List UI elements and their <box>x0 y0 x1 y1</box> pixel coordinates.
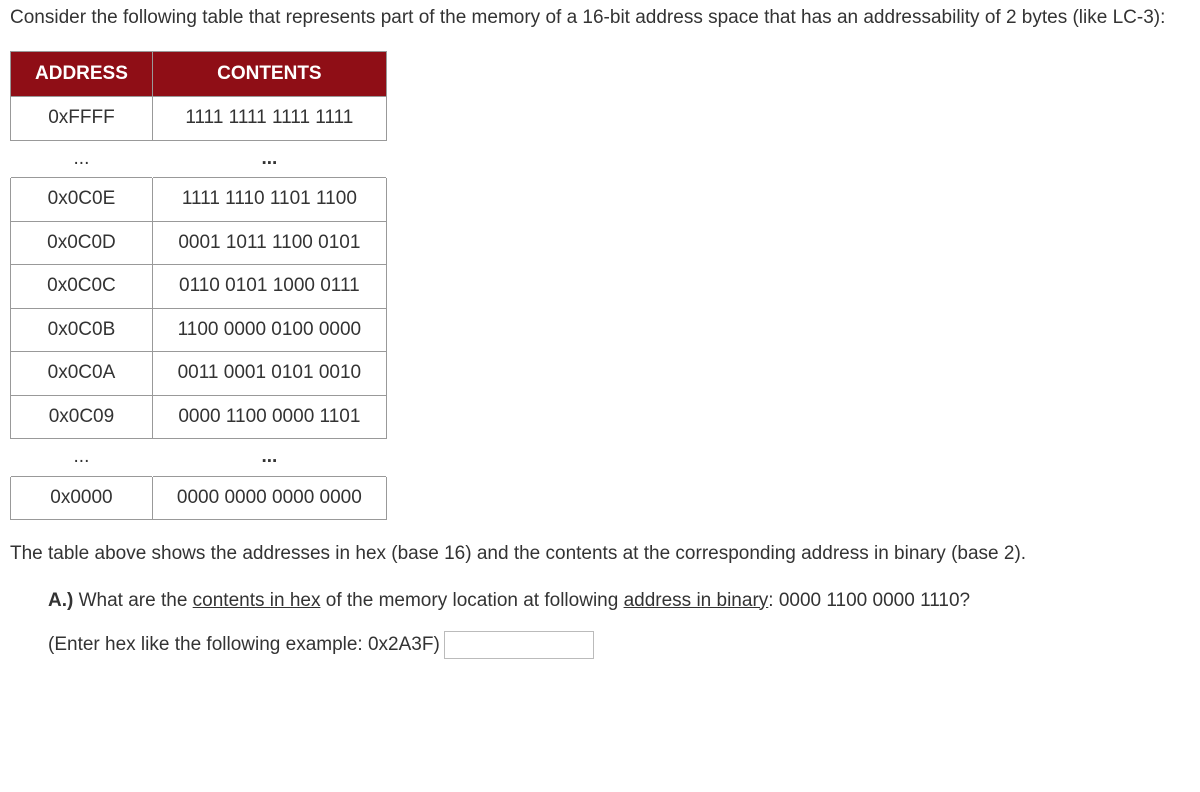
address-cell: ... <box>11 140 153 178</box>
address-cell: 0x0C0D <box>11 221 153 265</box>
question-a: A.) What are the contents in hex of the … <box>10 587 1190 616</box>
contents-cell: 0110 0101 1000 0111 <box>152 265 386 309</box>
address-cell: ... <box>11 439 153 477</box>
col-header-address: ADDRESS <box>11 51 153 97</box>
address-cell: 0x0C0C <box>11 265 153 309</box>
description-text: The table above shows the addresses in h… <box>10 540 1190 569</box>
hint-text: (Enter hex like the following example: 0… <box>48 631 440 660</box>
address-cell: 0x0C09 <box>11 395 153 439</box>
address-cell: 0x0C0B <box>11 308 153 352</box>
contents-cell: ... <box>152 439 386 477</box>
contents-cell: 0000 1100 0000 1101 <box>152 395 386 439</box>
answer-input[interactable] <box>444 631 594 659</box>
memory-table: ADDRESS CONTENTS 0xFFFF1111 1111 1111 11… <box>10 51 387 521</box>
contents-cell: 0001 1011 1100 0101 <box>152 221 386 265</box>
table-row: ...... <box>11 140 387 178</box>
address-cell: 0x0C0A <box>11 352 153 396</box>
address-cell: 0x0000 <box>11 476 153 520</box>
col-header-contents: CONTENTS <box>152 51 386 97</box>
contents-cell: 0011 0001 0101 0010 <box>152 352 386 396</box>
contents-cell: 0000 0000 0000 0000 <box>152 476 386 520</box>
address-cell: 0x0C0E <box>11 178 153 222</box>
question-label: A.) <box>48 590 73 611</box>
contents-cell: 1111 1110 1101 1100 <box>152 178 386 222</box>
question-underline-2: address in binary <box>624 590 769 611</box>
table-row: ...... <box>11 439 387 477</box>
table-row: 0x00000000 0000 0000 0000 <box>11 476 387 520</box>
table-row: 0x0C090000 1100 0000 1101 <box>11 395 387 439</box>
question-post: : 0000 1100 0000 1110? <box>768 590 970 611</box>
contents-cell: ... <box>152 140 386 178</box>
contents-cell: 1111 1111 1111 1111 <box>152 97 386 141</box>
table-row: 0x0C0C0110 0101 1000 0111 <box>11 265 387 309</box>
table-row: 0x0C0B1100 0000 0100 0000 <box>11 308 387 352</box>
table-row: 0x0C0D0001 1011 1100 0101 <box>11 221 387 265</box>
question-mid: of the memory location at following <box>320 590 623 611</box>
question-pre1: What are the <box>73 590 192 611</box>
address-cell: 0xFFFF <box>11 97 153 141</box>
question-underline-1: contents in hex <box>193 590 321 611</box>
table-row: 0x0C0E1111 1110 1101 1100 <box>11 178 387 222</box>
memory-table-body: 0xFFFF1111 1111 1111 1111......0x0C0E111… <box>11 97 387 520</box>
table-row: 0x0C0A0011 0001 0101 0010 <box>11 352 387 396</box>
table-row: 0xFFFF1111 1111 1111 1111 <box>11 97 387 141</box>
contents-cell: 1100 0000 0100 0000 <box>152 308 386 352</box>
intro-text: Consider the following table that repres… <box>10 4 1190 33</box>
